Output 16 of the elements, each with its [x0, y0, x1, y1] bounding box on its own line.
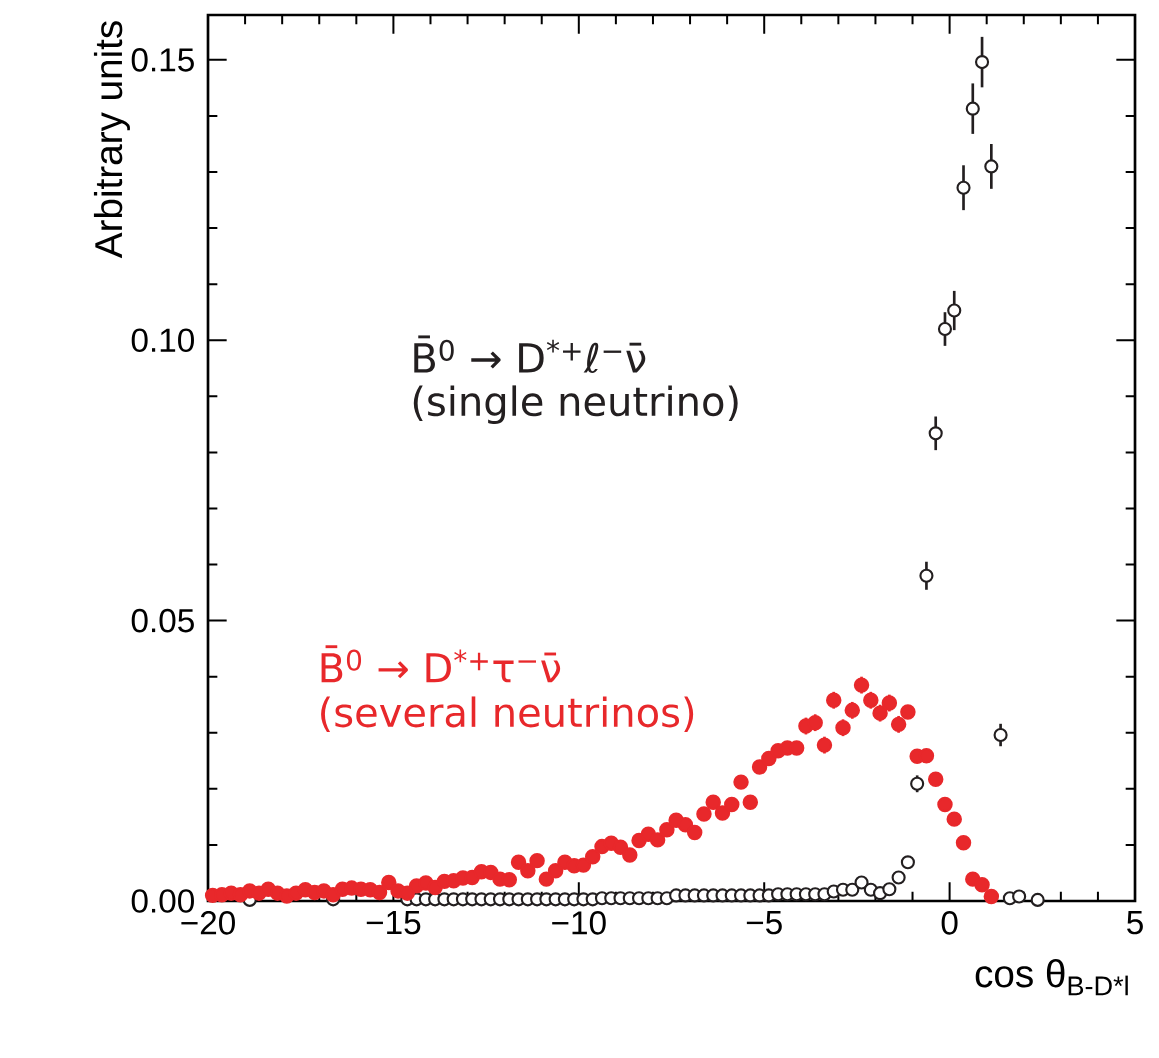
y-tick-label: 0.00 [131, 889, 194, 913]
annotation: B̄$^{0}$ → D$^{*+}$ℓ$^{−}$ν̄ [414, 335, 646, 374]
x-tick-label: −20 [181, 911, 235, 935]
x-tick-label: −15 [366, 911, 421, 935]
y-tick-label: 0.10 [131, 328, 194, 353]
x-tick-label: −5 [746, 911, 782, 935]
annotation: (single neutrino) [413, 385, 738, 425]
y-tick-label: 0.05 [131, 608, 194, 633]
annotation: B̄$^{0}$ → D$^{*+}$τ$^{−}$ν̄ [321, 645, 561, 683]
y-axis-title: Arbitrary units [93, 21, 130, 259]
x-axis-title: cos θ$_{B-D*l}$ [975, 959, 1128, 996]
x-tick-label: 0 [941, 911, 958, 935]
x-tick-label: 5 [1127, 911, 1143, 935]
annotation: (several neutrinos) [321, 696, 694, 733]
y-tick-label: 0.15 [131, 48, 194, 72]
x-tick-label: −10 [552, 911, 606, 935]
